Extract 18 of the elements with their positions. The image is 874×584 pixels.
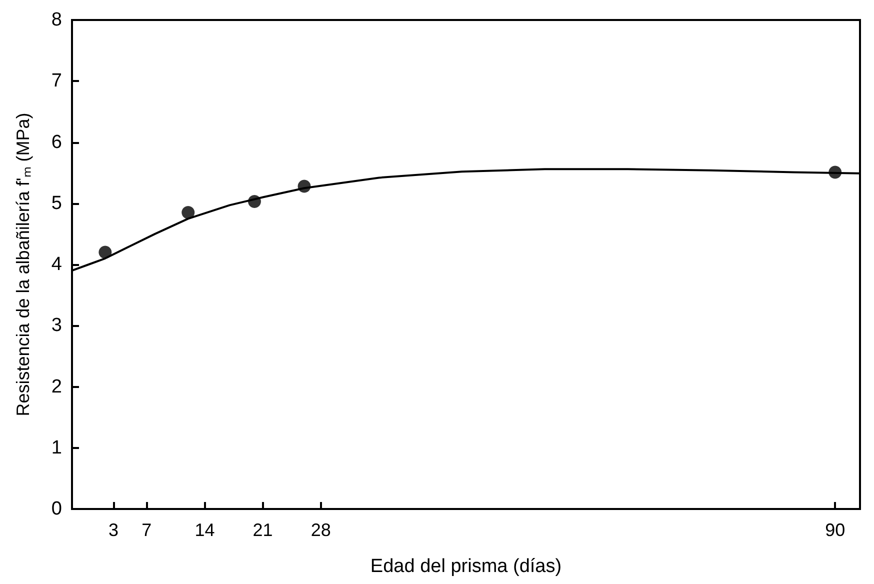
y-tick-label: 8 (51, 10, 62, 30)
y-tick-label: 3 (51, 315, 62, 336)
x-axis-title: Edad del prisma (días) (370, 556, 562, 577)
y-axis-title: Resistencia de la albañilería f'ₘ (MPa) (13, 112, 33, 416)
x-tick-label: 14 (194, 520, 215, 540)
y-tick-label: 2 (51, 376, 62, 398)
x-tick-label: 7 (142, 520, 152, 540)
y-tick-label: 5 (51, 192, 62, 214)
y-tick-label: 6 (51, 132, 62, 153)
x-tick-label: 21 (252, 520, 273, 540)
point (182, 206, 195, 220)
y-tick-label: 0 (51, 498, 62, 520)
y-tick-label: 7 (51, 70, 62, 92)
x-tick-label: 90 (825, 520, 846, 540)
x-tick-label: 3 (108, 520, 118, 540)
y-tick-label: 1 (51, 437, 62, 458)
y-tick-label: 4 (51, 254, 62, 275)
x-tick-label: 28 (310, 520, 331, 540)
